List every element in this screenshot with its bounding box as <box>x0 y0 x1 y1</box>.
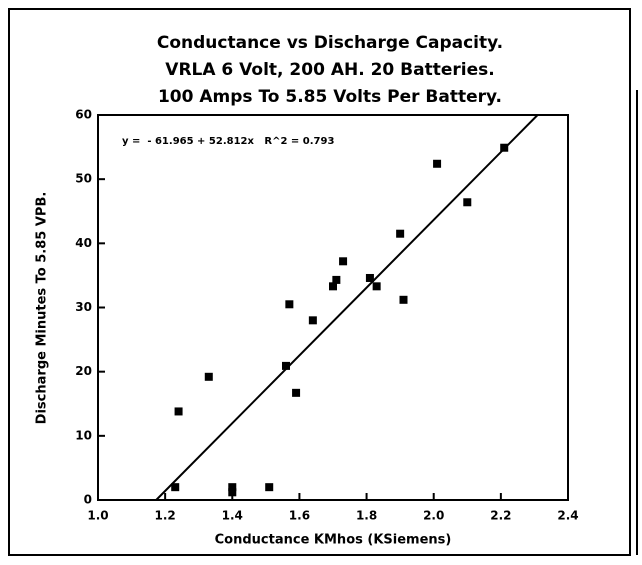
x-tick-label: 2.0 <box>423 509 444 523</box>
x-tick-label: 2.2 <box>490 509 511 523</box>
point <box>372 282 381 291</box>
point <box>399 295 408 304</box>
x-tick-label: 1.0 <box>87 509 108 523</box>
y-tick-label: 0 <box>84 493 92 507</box>
y-tick-label: 50 <box>75 172 92 186</box>
point <box>285 300 294 309</box>
frame <box>8 8 631 556</box>
y-tick-label: 40 <box>75 236 92 250</box>
x-tick-label: 1.4 <box>222 509 243 523</box>
point <box>282 361 290 370</box>
point <box>292 388 301 397</box>
trendline <box>155 114 539 501</box>
point <box>339 257 348 266</box>
chart-title: 100 Amps To 5.85 Volts Per Battery. <box>158 87 502 107</box>
point <box>329 282 337 291</box>
chart-title: VRLA 6 Volt, 200 AH. 20 Batteries. <box>165 60 494 80</box>
point <box>463 198 472 207</box>
point <box>365 273 374 282</box>
point <box>228 483 237 492</box>
point <box>433 159 442 168</box>
point <box>171 483 180 492</box>
x-axis-label: Conductance KMhos (KSiemens) <box>215 533 452 548</box>
point <box>228 488 237 497</box>
x-tick-label: 1.8 <box>356 509 377 523</box>
point <box>396 229 405 238</box>
y-tick-label: 30 <box>75 300 92 314</box>
point <box>332 275 341 284</box>
y-tick-label: 60 <box>75 108 92 122</box>
point <box>265 483 274 492</box>
y-tick-label: 20 <box>75 364 92 378</box>
chart-title: Conductance vs Discharge Capacity. <box>157 33 503 53</box>
point <box>308 316 317 325</box>
y-tick-label: 10 <box>75 428 92 442</box>
x-tick-label: 1.2 <box>155 509 176 523</box>
x-tick-label: 2.4 <box>557 509 578 523</box>
point <box>174 407 183 416</box>
y-axis-label: Discharge Minutes To 5.85 VPB. <box>35 192 50 425</box>
annotation: y = - 61.965 + 52.812x R^2 = 0.793 <box>122 136 334 147</box>
point <box>500 143 509 152</box>
plot-area <box>97 114 569 501</box>
point <box>204 372 213 381</box>
x-tick-label: 1.6 <box>289 509 310 523</box>
